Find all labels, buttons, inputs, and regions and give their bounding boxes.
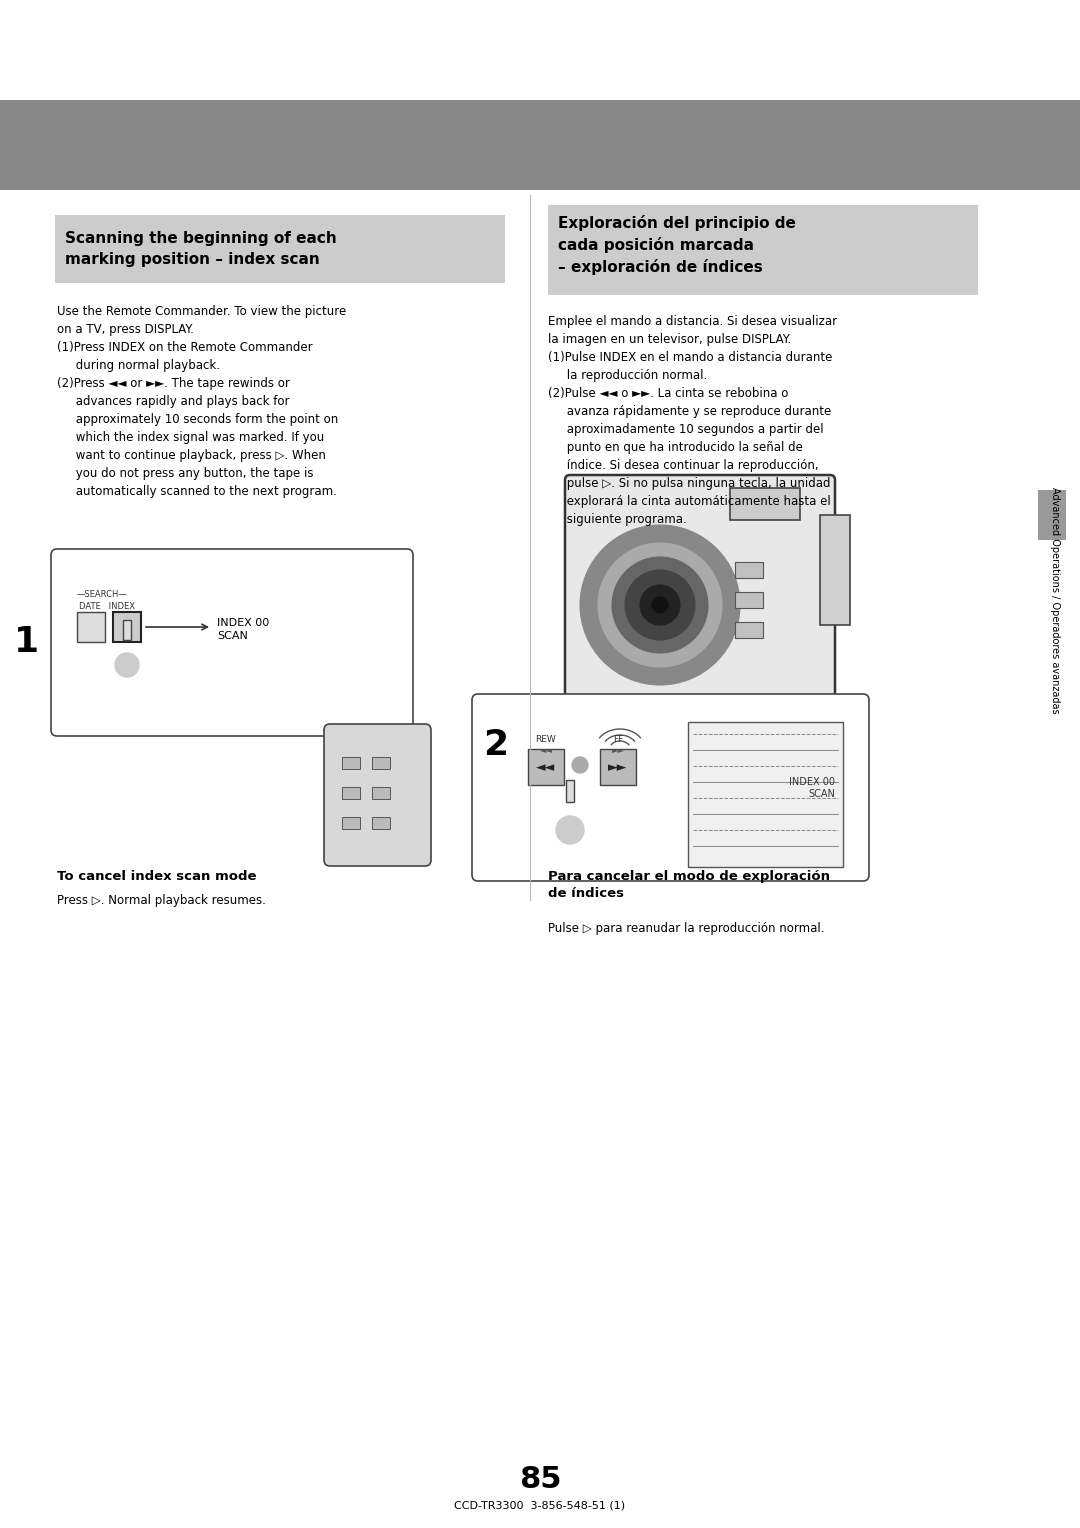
Circle shape <box>625 570 696 640</box>
Bar <box>1038 490 1066 539</box>
Text: INDEX 00
SCAN: INDEX 00 SCAN <box>217 617 269 640</box>
Text: Pulse ▷ para reanudar la reproducción normal.: Pulse ▷ para reanudar la reproducción no… <box>548 921 824 935</box>
Text: FF: FF <box>612 735 623 744</box>
Circle shape <box>556 816 584 843</box>
Bar <box>372 787 390 799</box>
Bar <box>528 749 564 785</box>
Bar <box>820 515 850 625</box>
Text: Exploración del principio de
cada posición marcada
– exploración de índices: Exploración del principio de cada posici… <box>558 215 796 275</box>
Bar <box>735 622 762 639</box>
Bar <box>342 787 360 799</box>
Bar <box>342 817 360 830</box>
Text: Advanced Operations / Operadores avanzadas: Advanced Operations / Operadores avanzad… <box>1050 487 1059 714</box>
Text: 1: 1 <box>14 625 39 660</box>
Circle shape <box>640 585 680 625</box>
Text: To cancel index scan mode: To cancel index scan mode <box>57 869 257 883</box>
Circle shape <box>612 558 708 652</box>
Text: 85: 85 <box>518 1465 562 1494</box>
Bar <box>566 779 573 802</box>
Bar <box>730 487 800 520</box>
Text: Use the Remote Commander. To view the picture
on a TV, press DISPLAY.
(1)Press I: Use the Remote Commander. To view the pi… <box>57 306 347 498</box>
Circle shape <box>114 652 139 677</box>
Text: ►►: ►► <box>611 746 624 753</box>
Text: DATE   INDEX: DATE INDEX <box>79 602 135 611</box>
Bar <box>342 756 360 769</box>
FancyBboxPatch shape <box>472 694 869 882</box>
Bar <box>0 99 1080 189</box>
Bar <box>55 215 505 283</box>
Bar <box>735 562 762 578</box>
FancyBboxPatch shape <box>565 475 835 715</box>
Bar <box>548 205 978 295</box>
Bar <box>113 613 141 642</box>
Text: ◄◄: ◄◄ <box>537 761 555 775</box>
Circle shape <box>598 542 723 668</box>
Text: Emplee el mando a distancia. Si desea visualizar
la imagen en un televisor, puls: Emplee el mando a distancia. Si desea vi… <box>548 315 837 526</box>
Bar <box>123 620 131 640</box>
Text: ◄◄: ◄◄ <box>540 746 553 753</box>
Circle shape <box>580 526 740 685</box>
Circle shape <box>572 756 588 773</box>
Text: 2: 2 <box>484 727 509 762</box>
FancyBboxPatch shape <box>51 549 413 736</box>
Bar <box>688 723 843 866</box>
Text: INDEX 00
SCAN: INDEX 00 SCAN <box>789 778 835 799</box>
Text: Press ▷. Normal playback resumes.: Press ▷. Normal playback resumes. <box>57 894 266 908</box>
Text: Scanning the beginning of each
marking position – index scan: Scanning the beginning of each marking p… <box>65 231 337 267</box>
Text: Para cancelar el modo de exploración
de índices: Para cancelar el modo de exploración de … <box>548 869 831 900</box>
Bar <box>735 591 762 608</box>
Bar <box>77 613 105 642</box>
FancyBboxPatch shape <box>324 724 431 866</box>
Bar <box>372 756 390 769</box>
Text: CCD-TR3300  3-856-548-51 (1): CCD-TR3300 3-856-548-51 (1) <box>455 1500 625 1510</box>
Circle shape <box>652 597 669 613</box>
Bar <box>600 749 636 785</box>
Text: ►►: ►► <box>608 761 627 775</box>
Bar <box>372 817 390 830</box>
Text: REW: REW <box>536 735 556 744</box>
Text: —SEARCH—: —SEARCH— <box>77 590 127 599</box>
